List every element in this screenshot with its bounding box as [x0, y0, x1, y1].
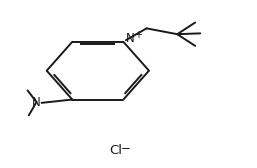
- Text: +: +: [134, 30, 142, 40]
- Text: N: N: [32, 96, 40, 109]
- Text: N: N: [125, 32, 134, 45]
- Text: Cl: Cl: [109, 144, 122, 157]
- Text: −: −: [121, 142, 130, 155]
